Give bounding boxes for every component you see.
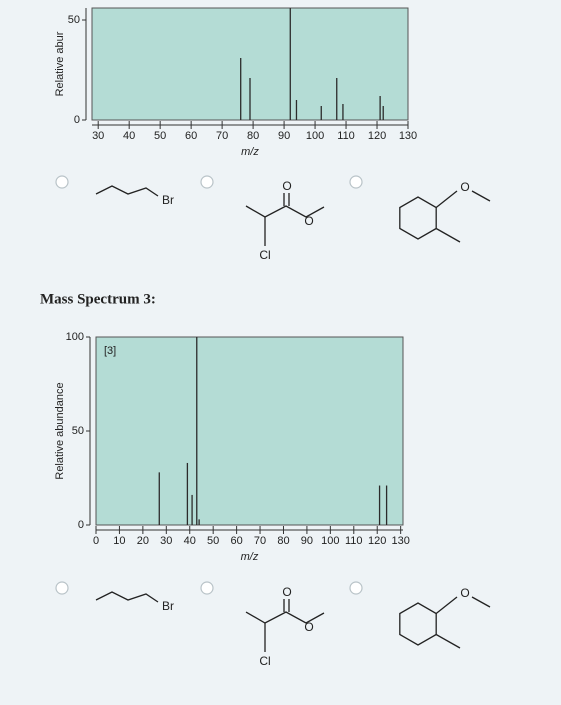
x-tick-label: 90: [301, 535, 313, 547]
x-tick-label: 80: [247, 130, 259, 142]
atom-label: O: [304, 620, 313, 634]
x-tick-label: 100: [321, 535, 339, 547]
x-tick-label: 50: [154, 130, 166, 142]
x-tick-label: 30: [92, 130, 104, 142]
benzene-ring: [399, 196, 437, 240]
molecule-bond: [95, 591, 159, 603]
atom-label: O: [282, 585, 291, 599]
y-tick-label: 50: [68, 14, 80, 26]
molecule-bond: [435, 227, 461, 243]
atom-label: Cl: [259, 248, 270, 262]
molecule-bond: [435, 633, 461, 649]
molecule-bond: [435, 190, 458, 209]
x-axis-label: m/z: [241, 146, 259, 158]
x-tick-label: 60: [185, 130, 197, 142]
x-tick-label: 30: [160, 535, 172, 547]
x-tick-label: 0: [93, 535, 99, 547]
molecule-bond: [245, 611, 325, 624]
atom-label: O: [304, 214, 313, 228]
x-tick-label: 110: [345, 535, 363, 547]
heading: Mass Spectrum 3:: [40, 291, 156, 307]
y-axis-label: Relative abur: [54, 31, 66, 96]
atom-label: O: [460, 586, 469, 600]
x-tick-label: 90: [278, 130, 290, 142]
radio-button[interactable]: [200, 175, 214, 189]
x-tick-label: 110: [337, 130, 355, 142]
x-tick-label: 120: [368, 130, 386, 142]
molecule-bond: [471, 190, 491, 202]
radio-button[interactable]: [349, 581, 363, 595]
x-tick-label: 40: [123, 130, 135, 142]
radio-button[interactable]: [200, 581, 214, 595]
y-axis-label: Relative abundance: [54, 382, 66, 479]
molecule-bond: [95, 185, 159, 197]
x-tick-label: 130: [399, 130, 417, 142]
benzene-ring: [399, 602, 437, 646]
x-tick-label: 40: [184, 535, 196, 547]
peaks: [158, 337, 388, 525]
x-tick-label: 20: [137, 535, 149, 547]
y-tick-label: 0: [74, 114, 80, 126]
x-axis-label: m/z: [241, 551, 259, 563]
peaks: [240, 8, 384, 120]
x-tick-label: 130: [391, 535, 409, 547]
radio-button[interactable]: [55, 175, 69, 189]
molecule-bond: [435, 596, 458, 615]
atom-label: Br: [162, 599, 174, 613]
x-tick-label: 60: [230, 535, 242, 547]
x-tick-label: 70: [216, 130, 228, 142]
x-tick-label: 50: [207, 535, 219, 547]
radio-button[interactable]: [349, 175, 363, 189]
x-tick-label: 70: [254, 535, 266, 547]
radio-button[interactable]: [55, 581, 69, 595]
molecule-bond: [471, 596, 491, 608]
y-tick-label: 100: [66, 331, 84, 343]
atom-label: Cl: [259, 654, 270, 668]
atom-label: O: [282, 179, 291, 193]
annotation: [3]: [104, 345, 116, 357]
plot-panel: [95, 336, 404, 526]
molecule-bond: [245, 205, 325, 218]
x-tick-label: 100: [306, 130, 324, 142]
y-tick-label: 50: [72, 425, 84, 437]
x-tick-label: 80: [277, 535, 289, 547]
atom-label: Br: [162, 193, 174, 207]
x-tick-label: 120: [368, 535, 386, 547]
atom-label: O: [460, 180, 469, 194]
y-tick-label: 0: [78, 519, 84, 531]
x-tick-label: 10: [113, 535, 125, 547]
